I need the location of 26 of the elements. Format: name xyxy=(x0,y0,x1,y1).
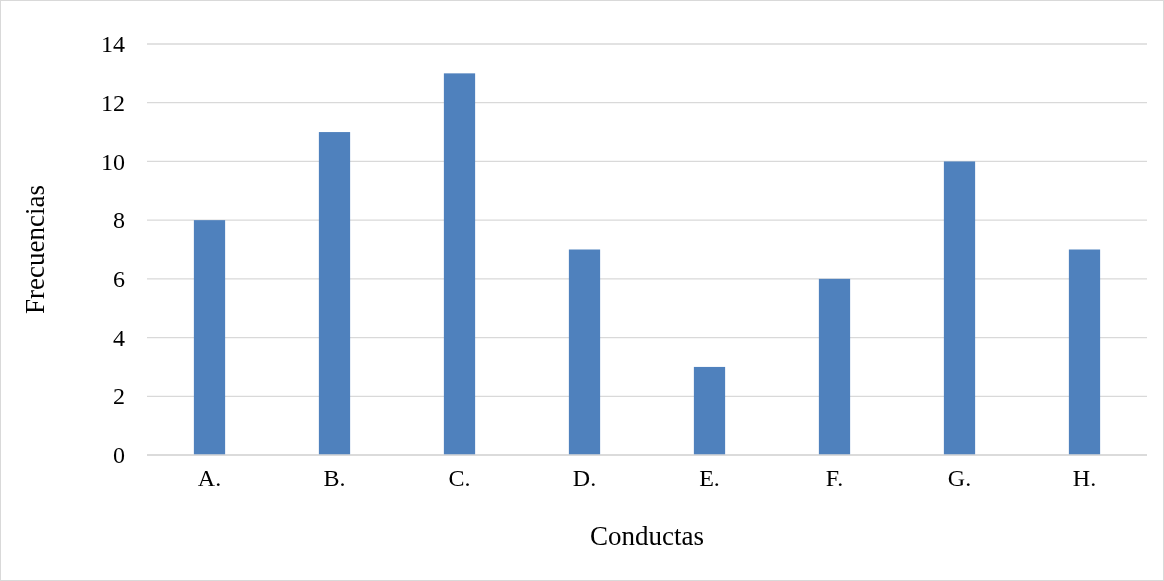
x-tick-label: E. xyxy=(699,465,720,492)
bar xyxy=(568,249,601,455)
bar xyxy=(318,132,351,455)
y-tick-label: 4 xyxy=(113,324,125,351)
y-tick-label: 10 xyxy=(101,148,125,175)
y-axis-title: Frecuencias xyxy=(20,185,50,314)
y-tick-label: 2 xyxy=(113,383,125,410)
x-tick-label: D. xyxy=(572,465,597,492)
y-tick-label: 0 xyxy=(113,442,125,469)
x-tick-label: B. xyxy=(323,465,346,492)
x-tick-label: H. xyxy=(1072,465,1097,492)
y-tick-label: 14 xyxy=(101,31,125,58)
bar xyxy=(443,73,476,455)
x-axis-title: Conductas xyxy=(590,521,704,551)
x-tick-label: C. xyxy=(448,465,471,492)
bar xyxy=(943,161,976,455)
y-tick-label: 8 xyxy=(113,207,125,234)
bar xyxy=(693,366,726,455)
x-tick-label: G. xyxy=(947,465,972,492)
y-tick-label: 12 xyxy=(101,89,125,116)
x-tick-label: F. xyxy=(825,465,844,492)
bar xyxy=(193,220,226,455)
bar xyxy=(1068,249,1101,455)
x-tick-label: A. xyxy=(197,465,222,492)
y-tick-label: 6 xyxy=(113,266,125,293)
bar xyxy=(818,278,851,455)
